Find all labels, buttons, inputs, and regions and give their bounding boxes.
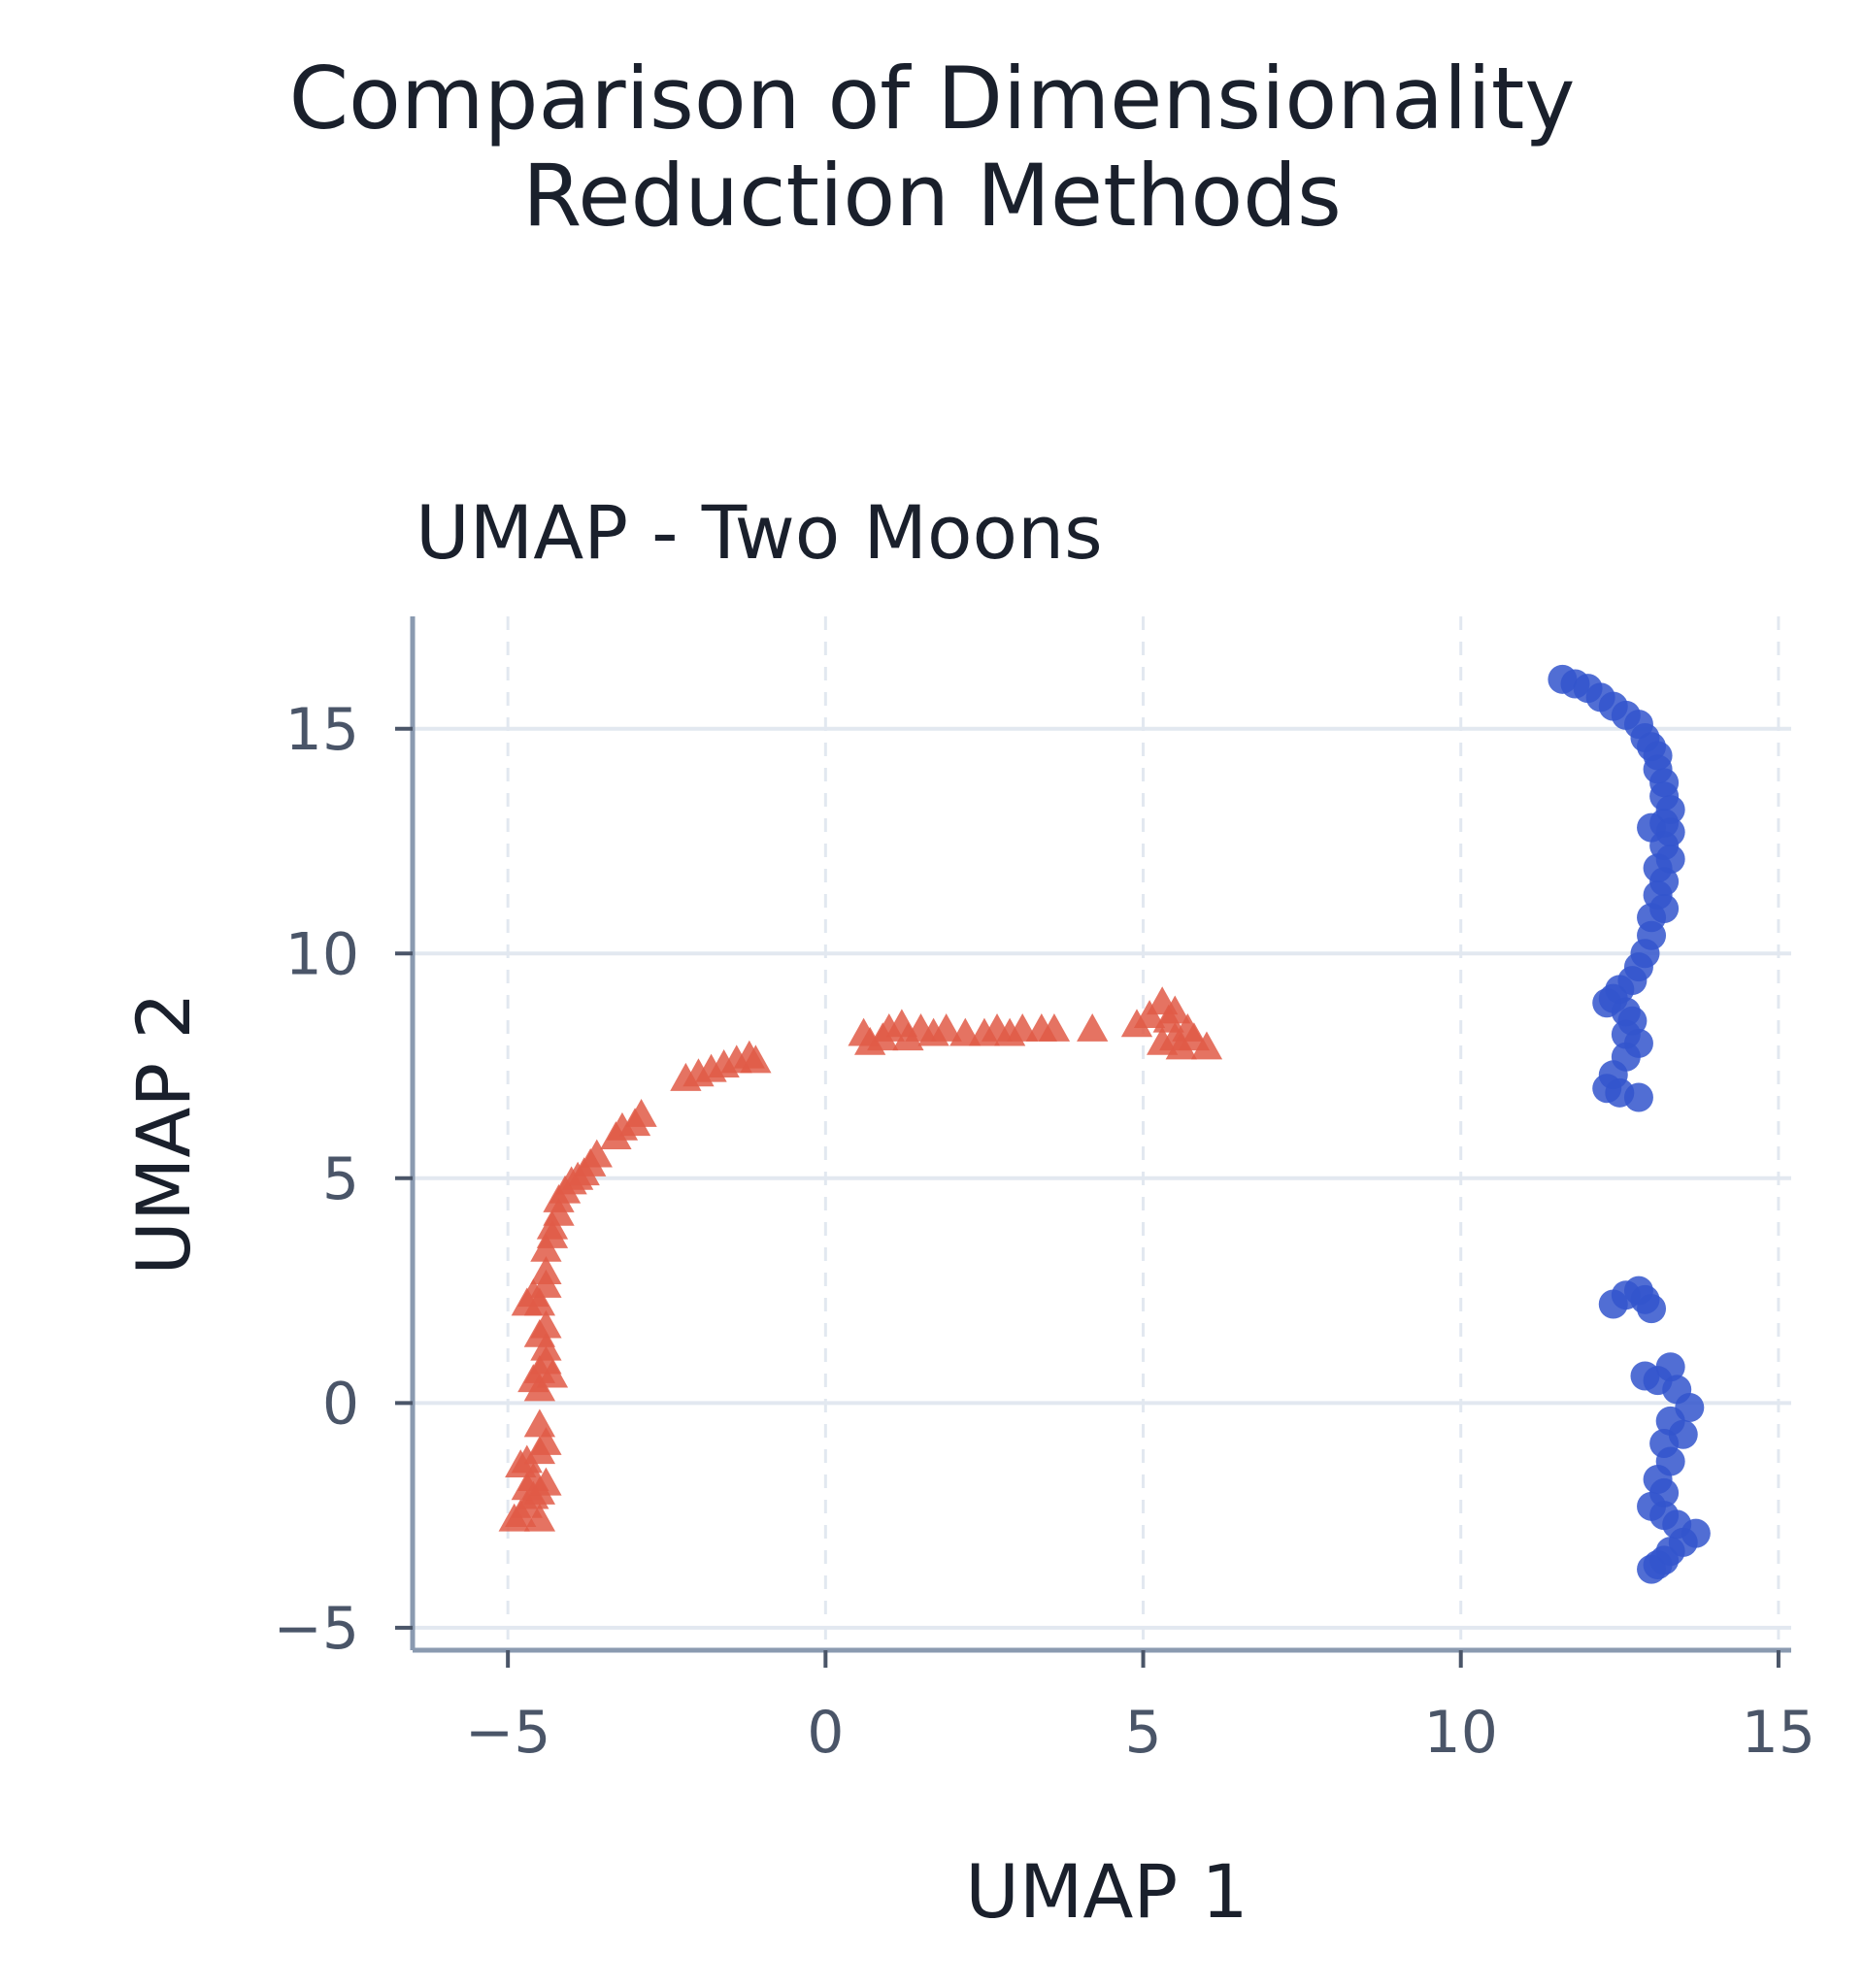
data-point-triangle: [530, 1467, 562, 1496]
x-tick-label: 10: [1424, 1699, 1498, 1767]
y-axis-label: UMAP 2: [120, 992, 207, 1276]
points-layer: [498, 664, 1711, 1584]
y-tick-label: 10: [285, 920, 359, 988]
data-point-triangle: [1038, 1013, 1071, 1042]
x-tick-label: 0: [807, 1699, 844, 1767]
x-axis-label: UMAP 1: [965, 1848, 1248, 1935]
x-tick-label: 15: [1742, 1699, 1815, 1767]
x-tick-label: 5: [1124, 1699, 1161, 1767]
data-point-circle: [1655, 1352, 1685, 1382]
data-point-circle: [1637, 1294, 1667, 1324]
data-point-triangle: [1190, 1031, 1223, 1060]
data-point-triangle: [523, 1287, 556, 1316]
y-tick-label: 15: [285, 696, 359, 764]
y-tick-label: −5: [274, 1595, 359, 1663]
data-point-triangle: [581, 1139, 613, 1168]
grid-layer: [413, 616, 1791, 1650]
data-point-triangle: [536, 1359, 569, 1388]
axis-layer: −5 0 5 10 15 −5 0 5 10 15: [274, 616, 1815, 1767]
data-point-triangle: [530, 1309, 562, 1339]
data-point-triangle: [1159, 1022, 1191, 1051]
data-point-circle: [1649, 1545, 1680, 1575]
data-point-triangle: [530, 1427, 562, 1455]
data-point-triangle: [625, 1098, 657, 1127]
data-point-triangle: [523, 1503, 556, 1532]
data-point-triangle: [523, 1408, 556, 1438]
figure-title-line1: Comparison of Dimensionality: [289, 49, 1576, 149]
data-point-triangle: [1159, 995, 1191, 1024]
data-point-triangle: [530, 1256, 562, 1284]
data-point-triangle: [930, 1013, 962, 1042]
data-point-triangle: [1077, 1013, 1109, 1042]
y-tick-label: 0: [322, 1370, 359, 1438]
data-point-triangle: [740, 1044, 772, 1074]
y-tick-label: 5: [322, 1145, 359, 1213]
data-point-circle: [1623, 1082, 1653, 1112]
figure-title-line2: Reduction Methods: [522, 146, 1342, 246]
chart-title: UMAP - Two Moons: [416, 489, 1103, 576]
x-tick-label: −5: [465, 1699, 550, 1767]
